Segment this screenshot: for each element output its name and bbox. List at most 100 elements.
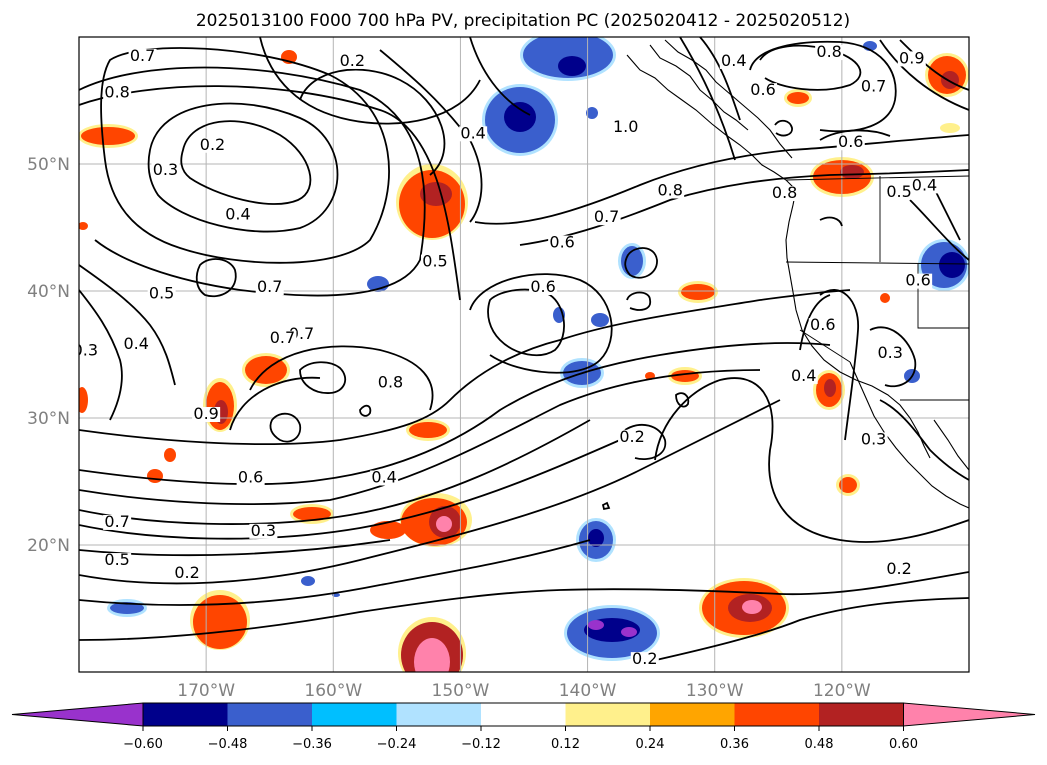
- contour-label-bg: [223, 207, 252, 223]
- contour-label: 0.8: [816, 42, 841, 61]
- contour-label: 0.9: [193, 404, 218, 423]
- contour-label-bg: [128, 48, 157, 64]
- contour-label: 0.3: [877, 343, 902, 362]
- contour-label: 0.7: [594, 207, 619, 226]
- contour-label-bg: [79, 343, 100, 359]
- contour-label: 0.2: [174, 563, 199, 582]
- contour-label-bg: [370, 470, 399, 486]
- contour-label: 0.3: [251, 521, 276, 540]
- precip-blob: [396, 164, 468, 240]
- contour-label: 0.5: [422, 252, 447, 271]
- contour-label-bg: [897, 51, 926, 67]
- contour-label-bg: [376, 375, 405, 391]
- contour-label-bg: [198, 137, 227, 153]
- contour-label: 1.0: [613, 117, 638, 136]
- colorbar-segment: [396, 703, 482, 726]
- precip-blob: [699, 578, 789, 638]
- contour-label: 0.5: [149, 283, 174, 302]
- contour-label: 0.4: [371, 468, 396, 487]
- lon-tick-label: 120°W: [813, 681, 871, 701]
- precip-blob: [813, 370, 845, 410]
- contour-label-bg: [719, 53, 748, 69]
- colorbar-tick-label: 0.36: [720, 737, 749, 752]
- contour-label: 0.8: [104, 83, 129, 102]
- colorbar-tick-label: 0.24: [636, 737, 665, 752]
- contour-label: 0.2: [200, 135, 225, 154]
- contour-label-bg: [630, 652, 659, 668]
- precip-blob: [398, 617, 466, 672]
- contour-label-bg: [421, 254, 449, 270]
- coastlines: [626, 39, 969, 509]
- contour-label: 0.4: [123, 334, 148, 353]
- contour-label-bg: [255, 280, 284, 295]
- colorbar-segment: [819, 703, 904, 726]
- contour-label-bg: [749, 83, 778, 99]
- contour-label: 0.6: [750, 80, 775, 99]
- colorbar-segment: [650, 703, 735, 726]
- longitude-tick-labels: 170°W 160°W 150°W 140°W 130°W 120°W: [177, 681, 871, 701]
- contour-label-bg: [910, 178, 939, 194]
- contour-label-bg: [789, 368, 818, 384]
- contour-label: 0.7: [257, 277, 282, 296]
- precip-blob: [370, 493, 472, 547]
- colorbar-tick-label: −0.48: [208, 737, 248, 752]
- precip-blob: [482, 84, 558, 156]
- contour-label-bg: [529, 280, 558, 295]
- contour-label: 0.3: [153, 160, 178, 179]
- contour-label-bg: [147, 286, 176, 302]
- colorbar-tick-label: −0.60: [123, 737, 163, 752]
- contour-label-bg: [103, 514, 132, 530]
- contour-label-bg: [122, 337, 151, 353]
- contour-label-bg: [859, 79, 888, 95]
- precip-negative-areas: [107, 37, 969, 661]
- contour-label: 0.8: [657, 180, 682, 199]
- contour-label: 0.5: [104, 550, 129, 569]
- contour-label: 0.2: [632, 649, 657, 668]
- contour-label: 0.6: [838, 132, 863, 151]
- contour-label: 0.2: [619, 427, 644, 446]
- contour-label: 0.7: [130, 46, 155, 65]
- contour-label-bg: [770, 186, 799, 202]
- contour-label: 0.8: [378, 372, 403, 391]
- precip-blob: [520, 37, 616, 81]
- contour-label: 0.8: [772, 183, 797, 202]
- contour-label-bg: [173, 565, 202, 581]
- contour-label-bg: [151, 163, 180, 179]
- contour-label-bg: [904, 273, 933, 289]
- lon-tick-label: 170°W: [177, 681, 235, 701]
- colorbar-extend-high: [903, 702, 1036, 727]
- colorbar-segment: [312, 703, 397, 726]
- contour-label: 0.4: [912, 175, 937, 194]
- figure-title: 2025013100 F000 700 hPa PV, precipitatio…: [196, 11, 850, 31]
- contour-label: 0.7: [104, 512, 129, 531]
- colorbar: −0.60 −0.48 −0.36 −0.24 −0.12 0.12 0.24 0.36 0.4…: [11, 702, 1036, 752]
- contour-label-bg: [249, 523, 278, 539]
- contour-label-bg: [103, 553, 132, 569]
- contour-label: 0.5: [886, 182, 911, 201]
- contour-label-bg: [592, 210, 621, 226]
- colorbar-tick-label: −0.36: [292, 737, 332, 752]
- colorbar-extend-low: [11, 702, 144, 727]
- contour-label: 0.4: [721, 51, 746, 70]
- contour-label-bg: [459, 126, 488, 142]
- latitude-tick-labels: 50°N 40°N 30°N 20°N: [27, 155, 70, 556]
- contour-label-bg: [236, 470, 265, 486]
- colorbar-tick-label: −0.24: [377, 737, 417, 752]
- contour-label-bg: [885, 561, 914, 577]
- contour-label-bg: [876, 346, 905, 362]
- contour-label: 0.4: [225, 205, 250, 224]
- contour-label: 0.9: [899, 48, 924, 67]
- colorbar-segment: [734, 703, 820, 726]
- contour-label-bg: [548, 235, 577, 251]
- pv-contours: [79, 37, 969, 661]
- lon-tick-label: 140°W: [559, 681, 617, 701]
- contour-label: 0.4: [460, 123, 485, 142]
- map-panel: 0.70.80.20.20.30.40.40.50.50.40.30.70.70…: [79, 37, 969, 672]
- contour-label: 0.2: [340, 51, 365, 70]
- contour-label: 0.7: [861, 76, 886, 95]
- colorbar-segment: [565, 703, 651, 726]
- contour-label: 0.7: [270, 328, 295, 347]
- map-frame: [78, 36, 970, 673]
- contour-label: 0.6: [549, 233, 574, 252]
